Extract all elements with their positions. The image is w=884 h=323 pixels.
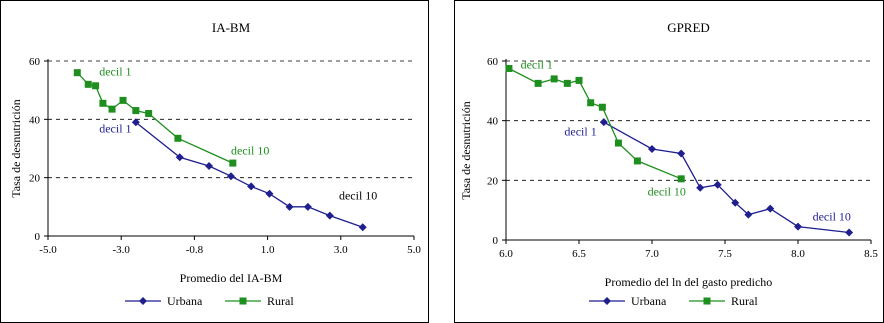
legend-label: Urbana	[167, 294, 203, 308]
point-rural	[677, 175, 685, 183]
y-tick-label: 60	[29, 56, 41, 68]
point-urbana	[744, 210, 753, 219]
point-rural	[550, 75, 558, 83]
annotation-label: decil 1	[99, 65, 131, 79]
point-rural	[73, 69, 81, 77]
point-urbana	[175, 153, 184, 162]
point-urbana	[247, 182, 256, 191]
legend-marker	[139, 297, 147, 305]
legend: Urbana Rural	[589, 294, 758, 308]
legend: Urbana Rural	[125, 294, 294, 308]
x-tick-label: 7.0	[645, 248, 659, 260]
legend-item-urbana: Urbana	[589, 294, 667, 308]
y-tick-label: 40	[487, 116, 499, 128]
legend-item-rural: Rural	[225, 294, 294, 308]
point-rural	[587, 99, 595, 107]
point-rural	[575, 76, 583, 84]
x-axis-label: Promedio del IA-BM	[180, 271, 283, 285]
point-rural	[92, 82, 100, 90]
point-rural	[145, 110, 153, 117]
x-tick-label: 8.0	[791, 248, 805, 260]
point-urbana	[845, 228, 854, 237]
legend-label: Urbana	[631, 294, 667, 308]
y-tick-label: 60	[487, 56, 499, 68]
chart-gpred: GPRED 0 20 40 60 6.0 6.5 7.0 7.5 8.0 8.5 Promedio d…	[454, 0, 884, 323]
point-rural	[633, 157, 641, 165]
y-axis-label: Tasa de desnutrición	[9, 99, 23, 197]
chart-panel-gpred: GPRED 0 20 40 60 6.0 6.5 7.0 7.5 8.0 8.5 Promedio d…	[454, 0, 884, 323]
legend-marker	[603, 297, 611, 305]
x-tick-label: -3.0	[112, 244, 130, 256]
point-rural	[84, 80, 92, 88]
x-tick-label: 5.0	[407, 244, 421, 256]
point-urbana	[325, 211, 334, 220]
point-urbana	[303, 202, 312, 211]
point-urbana	[265, 189, 274, 198]
series-line-urbana	[135, 121, 364, 228]
annotation-label: decil 10	[339, 189, 377, 203]
point-rural	[598, 103, 606, 111]
x-tick-label: 6.0	[499, 248, 513, 260]
y-tick-label: 40	[29, 114, 41, 126]
x-tick-label: 3.0	[334, 244, 348, 256]
legend-marker	[239, 297, 247, 305]
point-urbana	[599, 118, 608, 127]
chart-title: IA-BM	[212, 20, 251, 35]
legend-label: Rural	[731, 294, 758, 308]
chart-panel-ia-bm: IA-BM 0 20 40 60 -5.0 -3.0 -0.8 1.0 3.0 5.0 Promedi…	[0, 0, 429, 323]
point-urbana	[131, 118, 140, 127]
point-urbana	[227, 172, 235, 181]
x-tick-label: -5.0	[39, 244, 57, 256]
point-urbana	[677, 149, 686, 158]
annotation-label: decil 1	[564, 125, 596, 139]
y-tick-label: 20	[487, 175, 499, 187]
point-rural	[505, 64, 513, 72]
chart-title: GPRED	[667, 20, 710, 35]
chart-frame	[0, 0, 429, 323]
point-rural	[614, 139, 622, 147]
annotation-label: decil 10	[648, 184, 686, 198]
series-line-rural	[76, 72, 234, 164]
x-tick-label: 6.5	[572, 248, 586, 260]
legend-marker	[703, 297, 711, 305]
point-rural	[108, 105, 116, 113]
y-tick-label: 0	[493, 235, 499, 247]
point-rural	[99, 99, 107, 107]
point-rural	[563, 79, 571, 87]
annotation-label: decil 1	[99, 121, 131, 135]
point-rural	[229, 159, 237, 167]
annotation-label: decil 10	[813, 210, 851, 224]
legend-item-rural: Rural	[689, 294, 758, 308]
x-tick-label: -0.8	[186, 244, 204, 256]
x-axis-label: Promedio del ln del gasto predicho	[605, 275, 773, 289]
point-urbana	[696, 183, 705, 192]
point-urbana	[205, 162, 214, 170]
chart-ia-bm: IA-BM 0 20 40 60 -5.0 -3.0 -0.8 1.0 3.0 5.0 Promedi…	[0, 0, 429, 323]
point-urbana	[766, 204, 775, 213]
point-urbana	[713, 180, 722, 189]
series-line-rural	[508, 67, 682, 180]
y-axis-label: Tasa de desnutrición	[459, 101, 473, 199]
legend-label: Rural	[267, 294, 294, 308]
point-urbana	[358, 223, 367, 232]
series-line-urbana	[603, 121, 850, 234]
point-rural	[534, 79, 542, 87]
point-rural	[119, 96, 127, 104]
point-urbana	[731, 198, 740, 207]
point-rural	[132, 107, 140, 115]
annotation-label: decil 1	[521, 57, 553, 71]
y-tick-label: 20	[29, 173, 41, 185]
point-urbana	[285, 202, 294, 211]
x-tick-label: 8.5	[864, 248, 878, 260]
y-tick-label: 0	[35, 231, 41, 243]
legend-item-urbana: Urbana	[125, 294, 203, 308]
annotation-label: decil 10	[231, 143, 269, 157]
point-urbana	[794, 222, 802, 231]
point-urbana	[648, 145, 656, 154]
x-tick-label: 1.0	[261, 244, 275, 256]
x-tick-label: 7.5	[718, 248, 732, 260]
point-rural	[174, 134, 182, 142]
